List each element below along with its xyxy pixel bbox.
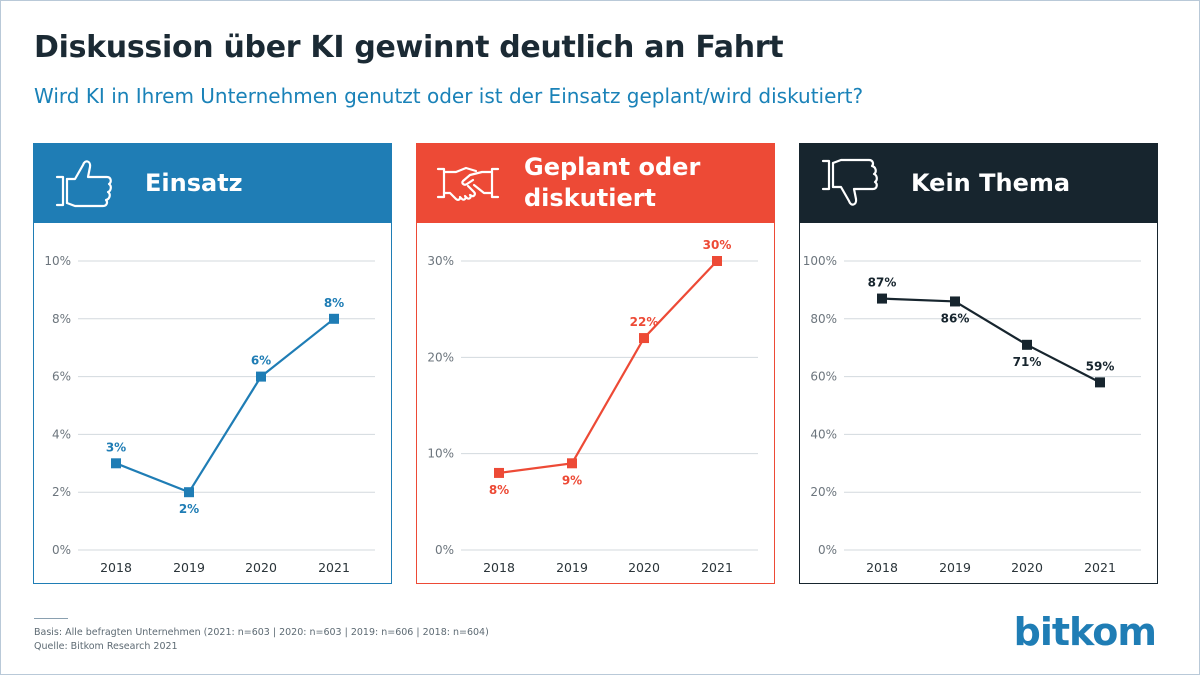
series-line	[498, 260, 718, 475]
data-label: 8%	[489, 483, 509, 497]
data-point	[712, 256, 722, 266]
data-point	[877, 293, 887, 304]
y-tick-label: 100%	[803, 254, 837, 268]
data-point	[639, 333, 649, 344]
x-tick-label: 2019	[556, 560, 588, 575]
x-tick-label: 2018	[100, 560, 132, 575]
y-tick-label: 40%	[810, 427, 837, 441]
panel-header: Einsatz	[33, 143, 392, 223]
footer-basis: Basis: Alle befragten Unternehmen (2021:…	[34, 627, 489, 638]
data-label: 59%	[1086, 359, 1115, 373]
data-point	[1022, 339, 1032, 350]
data-point	[184, 487, 194, 498]
data-point	[950, 296, 960, 307]
chart-einsatz: 0% 2% 4% 6% 8% 10% 2018 2019 2020 2021 3% 2% 6% 8%	[44, 254, 375, 575]
y-tick-label: 30%	[427, 254, 454, 268]
footer-notes: Basis: Alle befragten Unternehmen (2021:…	[34, 626, 489, 654]
data-point	[111, 458, 121, 469]
footer-divider	[34, 618, 68, 619]
x-tick-label: 2020	[628, 560, 660, 575]
data-label: 3%	[106, 440, 126, 454]
panel-header: Kein Thema	[799, 143, 1158, 223]
chart-kein-thema: 0% 20% 40% 60% 80% 100% 2018 2019 2020 2021 87% 86%…	[803, 254, 1141, 575]
panel-kein-thema: Kein Thema 0% 20% 40% 60% 80% 100% 2018 2019 202…	[799, 143, 1158, 584]
data-point	[567, 458, 577, 469]
data-point	[1095, 377, 1105, 388]
data-label: 9%	[562, 473, 582, 487]
bitkom-logo: bitkom	[1013, 610, 1157, 654]
x-tick-label: 2019	[939, 560, 971, 575]
data-label: 87%	[868, 276, 897, 290]
data-label: 8%	[324, 296, 344, 310]
y-tick-label: 0%	[435, 543, 454, 557]
y-tick-label: 80%	[810, 312, 837, 326]
x-tick-label: 2021	[701, 560, 733, 575]
x-tick-label: 2018	[483, 560, 515, 575]
x-tick-label: 2021	[1084, 560, 1116, 575]
thumbs-down-icon	[821, 158, 878, 206]
x-tick-label: 2020	[1011, 560, 1043, 575]
page-title: Diskussion über KI gewinnt deutlich an F…	[34, 30, 784, 65]
panel-geplant-oder-diskutiert: Geplant oder diskutiert 0% 10% 20% 30% 2018 2…	[416, 143, 775, 584]
y-tick-label: 0%	[52, 543, 71, 557]
y-tick-label: 20%	[427, 350, 454, 364]
y-tick-label: 60%	[810, 370, 837, 384]
page-subtitle: Wird KI in Ihrem Unternehmen genutzt ode…	[34, 84, 864, 108]
panel-title: Einsatz	[145, 168, 243, 197]
thumbs-up-icon	[55, 160, 112, 208]
y-tick-label: 2%	[52, 485, 71, 499]
chart-geplant-oder-diskutiert: 0% 10% 20% 30% 2018 2019 2020 2021 8% 9% 22% 30%	[427, 238, 758, 575]
y-tick-label: 0%	[818, 543, 837, 557]
panel-title: Kein Thema	[911, 168, 1071, 197]
series-line	[115, 317, 335, 494]
data-label: 22%	[630, 315, 659, 329]
data-point	[329, 313, 339, 324]
y-tick-label: 8%	[52, 312, 71, 326]
panel-einsatz: Einsatz 0% 2% 4% 6% 8% 10% 2018 2019 2020 2021 3% 2…	[33, 143, 392, 584]
data-label: 2%	[179, 502, 199, 516]
data-label: 6%	[251, 354, 271, 368]
data-label: 71%	[1013, 355, 1042, 369]
series-line	[881, 297, 1101, 384]
data-label: 86%	[941, 311, 970, 325]
panel-title: Geplant oder diskutiert	[524, 153, 701, 212]
data-point	[494, 467, 504, 478]
data-label: 30%	[703, 238, 732, 252]
handshake-icon	[436, 166, 500, 201]
y-tick-label: 6%	[52, 370, 71, 384]
data-point	[256, 371, 266, 382]
x-tick-label: 2019	[173, 560, 205, 575]
y-tick-label: 10%	[44, 254, 71, 268]
x-tick-label: 2021	[318, 560, 350, 575]
x-tick-label: 2018	[866, 560, 898, 575]
y-tick-label: 4%	[52, 427, 71, 441]
panel-header: Geplant oder diskutiert	[416, 143, 775, 223]
x-tick-label: 2020	[245, 560, 277, 575]
y-tick-label: 20%	[810, 485, 837, 499]
footer-source: Quelle: Bitkom Research 2021	[34, 641, 178, 652]
y-tick-label: 10%	[427, 447, 454, 461]
